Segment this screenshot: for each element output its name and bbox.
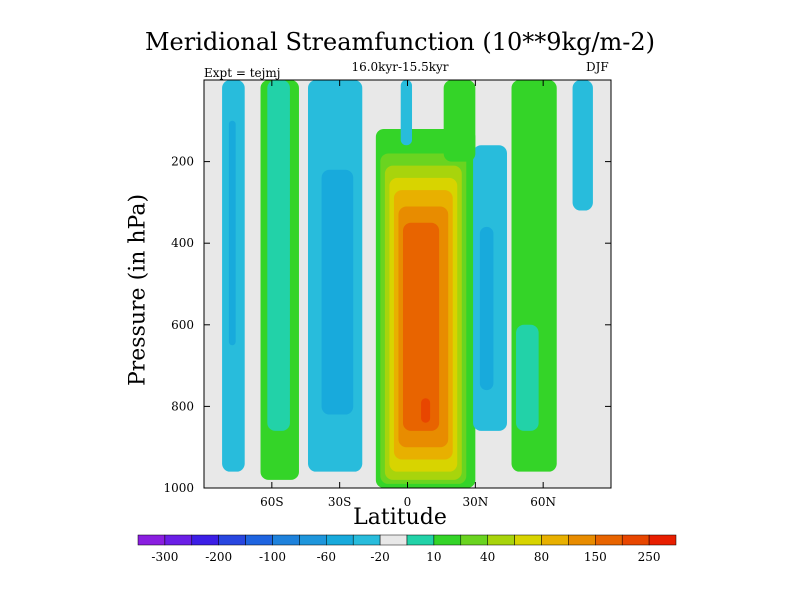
colorbar-swatch-6: [299, 534, 327, 546]
contour-region-3: [267, 80, 290, 431]
colorbar-label: -60: [317, 550, 336, 564]
contour-region-13: [421, 398, 431, 423]
colorbar-swatch-17: [595, 534, 623, 546]
x-tick-label: 60S: [260, 495, 284, 509]
experiment-label: Expt = tejmj: [204, 66, 281, 80]
colorbar-swatch-1: [164, 534, 193, 546]
colorbar-swatch-13: [487, 534, 515, 546]
x-tick-label: 0: [404, 495, 412, 509]
y-tick-label: 1000: [163, 481, 194, 495]
contour-region-17: [516, 324, 539, 431]
colorbar-label: 80: [534, 550, 549, 564]
colorbar-swatch-14: [514, 534, 542, 546]
season-label: DJF: [586, 60, 609, 74]
colorbar-swatch-15: [541, 534, 569, 546]
colorbar-label: 150: [584, 550, 607, 564]
colorbar: -300 -200 -100 -60 -20 10 40 80 150 250: [137, 534, 677, 564]
y-tick-label: 400: [171, 236, 194, 250]
colorbar-swatch-5: [272, 534, 300, 546]
colorbar-swatch-10: [406, 534, 435, 546]
x-tick-label: 60N: [530, 495, 556, 509]
colorbar-swatch-9: [379, 534, 408, 546]
colorbar-swatch-11: [433, 534, 462, 546]
colorbar-label: 10: [426, 550, 441, 564]
colorbar-label: -100: [259, 550, 286, 564]
colorbar-swatch-4: [245, 534, 273, 546]
colorbar-swatch-18: [621, 534, 650, 546]
colorbar-swatch-0: [137, 534, 166, 546]
time-range-label: 16.0kyr-15.5kyr: [351, 60, 449, 74]
y-tick-label: 800: [171, 399, 194, 413]
colorbar-swatch-2: [191, 534, 219, 546]
x-axis-label: Latitude: [353, 505, 447, 530]
colorbar-swatch-8: [352, 534, 381, 546]
y-tick-label: 600: [171, 318, 194, 332]
colorbar-label: -300: [151, 550, 178, 564]
contour-region-18: [572, 80, 593, 211]
contour-region-20: [443, 80, 476, 162]
colorbar-swatch-16: [568, 534, 596, 546]
colorbar-label: 250: [638, 550, 661, 564]
colorbar-label: 40: [480, 550, 495, 564]
contour-region-5: [321, 169, 354, 415]
axes: 60S 30S 0 30N 60N 200 400 600 800 1000: [163, 79, 612, 509]
contour-region-12: [402, 222, 440, 431]
chart-title: Meridional Streamfunction (10**9kg/m-2): [144, 28, 656, 56]
colorbar-swatch-7: [326, 534, 354, 546]
colorbar-label: -20: [370, 550, 389, 564]
y-tick-label: 200: [171, 155, 194, 169]
colorbar-swatch-12: [460, 534, 488, 546]
contour-region-19: [400, 80, 413, 146]
contour-region-15: [479, 226, 494, 391]
colorbar-swatch-3: [218, 534, 246, 546]
contour-field: [204, 80, 611, 488]
colorbar-label: -200: [205, 550, 232, 564]
colorbar-swatch-19: [648, 534, 677, 546]
contour-region-1: [228, 120, 236, 346]
x-tick-label: 30N: [462, 495, 488, 509]
x-tick-label: 30S: [328, 495, 352, 509]
